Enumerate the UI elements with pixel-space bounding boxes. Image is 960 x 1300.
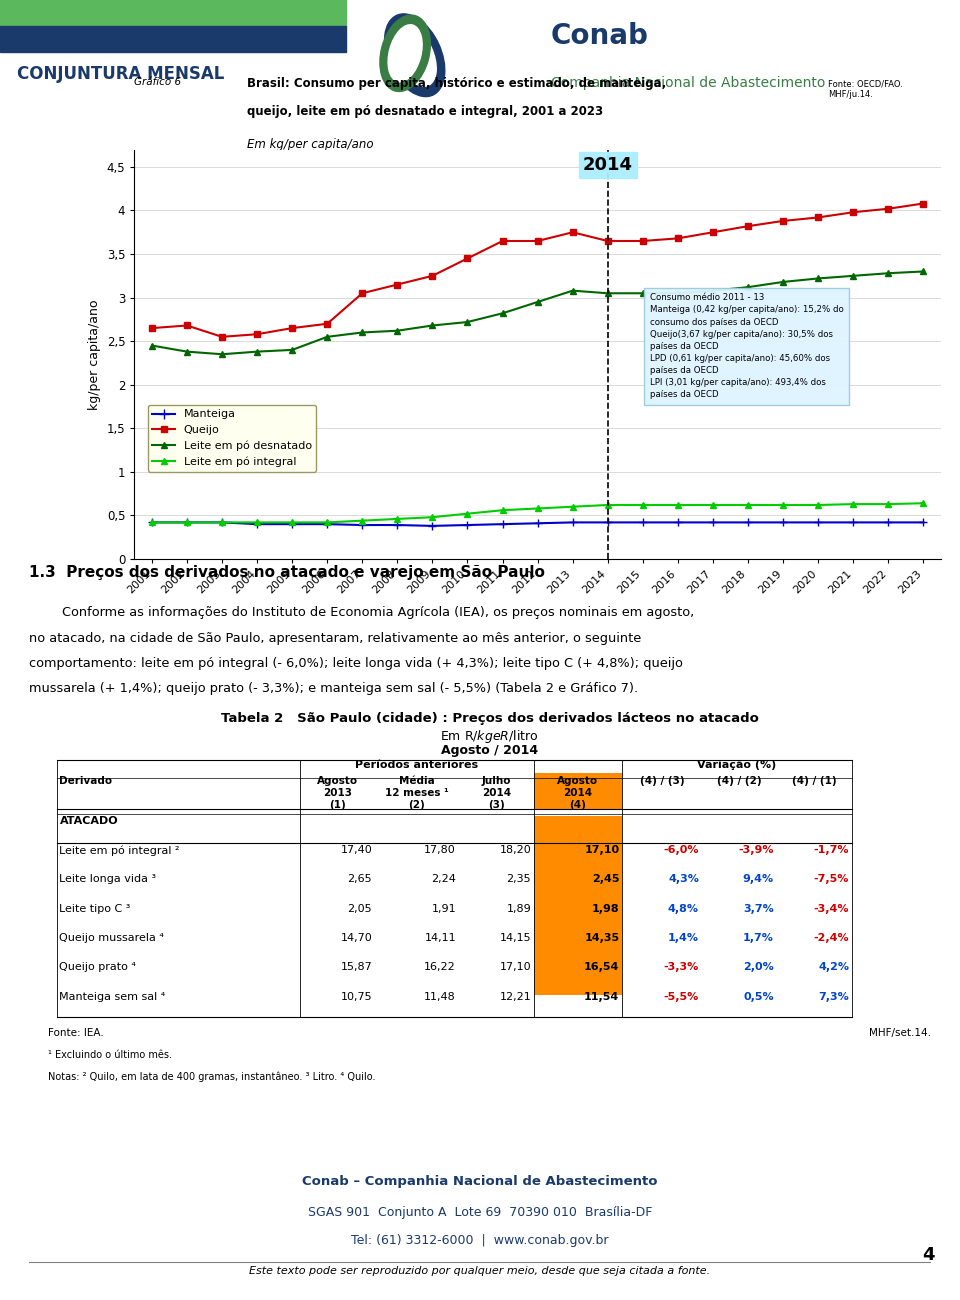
Text: Tel: (61) 3312-6000  |  www.conab.gov.br: Tel: (61) 3312-6000 | www.conab.gov.br <box>351 1235 609 1248</box>
Bar <box>534 772 622 810</box>
Ellipse shape <box>385 14 444 96</box>
Text: 2,05: 2,05 <box>348 903 372 914</box>
Text: Queijo mussarela ⁴: Queijo mussarela ⁴ <box>60 933 164 942</box>
Text: 2,24: 2,24 <box>431 875 456 884</box>
Text: 2,45: 2,45 <box>592 875 619 884</box>
Text: Em kg/per capita/ano: Em kg/per capita/ano <box>248 138 374 151</box>
Text: Companhia Nacional de Abastecimento: Companhia Nacional de Abastecimento <box>551 75 826 90</box>
Text: CONJUNTURA MENSAL: CONJUNTURA MENSAL <box>16 65 224 83</box>
Text: Fonte: OECD/FAO.
MHF/ju.14.: Fonte: OECD/FAO. MHF/ju.14. <box>828 79 902 99</box>
Text: Notas: ² Quilo, em lata de 400 gramas, instantâneo. ³ Litro. ⁴ Quilo.: Notas: ² Quilo, em lata de 400 gramas, i… <box>48 1071 375 1082</box>
Text: 18,20: 18,20 <box>499 845 531 855</box>
Text: -1,7%: -1,7% <box>813 845 849 855</box>
Text: (4) / (2): (4) / (2) <box>717 776 761 786</box>
Text: Manteiga sem sal ⁴: Manteiga sem sal ⁴ <box>60 992 166 1001</box>
Text: Leite longa vida ³: Leite longa vida ³ <box>60 875 156 884</box>
Text: queijo, leite em pó desnatado e integral, 2001 a 2023: queijo, leite em pó desnatado e integral… <box>248 105 604 118</box>
Text: Gráfico 6: Gráfico 6 <box>134 77 181 87</box>
Text: 17,10: 17,10 <box>499 962 531 972</box>
Text: 0,5%: 0,5% <box>743 992 774 1001</box>
Text: -3,3%: -3,3% <box>663 962 699 972</box>
Text: 4,3%: 4,3% <box>668 875 699 884</box>
Text: Em R$/kg e R$/litro: Em R$/kg e R$/litro <box>441 728 539 745</box>
Text: 1,91: 1,91 <box>431 903 456 914</box>
Text: 2,35: 2,35 <box>507 875 531 884</box>
Text: Tabela 2   São Paulo (cidade) : Preços dos derivados lácteos no atacado: Tabela 2 São Paulo (cidade) : Preços dos… <box>221 712 758 725</box>
Text: Agosto
2013
(1): Agosto 2013 (1) <box>317 776 358 810</box>
Text: Derivado: Derivado <box>60 776 112 786</box>
Text: no atacado, na cidade de São Paulo, apresentaram, relativamente ao mês anterior,: no atacado, na cidade de São Paulo, apre… <box>29 632 641 645</box>
Text: Conab: Conab <box>551 22 649 49</box>
Text: 9,4%: 9,4% <box>743 875 774 884</box>
Text: 11,48: 11,48 <box>424 992 456 1001</box>
Text: 4,2%: 4,2% <box>818 962 849 972</box>
Text: -3,4%: -3,4% <box>813 903 849 914</box>
Text: ATACADO: ATACADO <box>60 816 118 826</box>
Text: 7,3%: 7,3% <box>818 992 849 1001</box>
Text: 11,54: 11,54 <box>585 992 619 1001</box>
Text: -3,9%: -3,9% <box>738 845 774 855</box>
Text: 1,4%: 1,4% <box>668 933 699 942</box>
Ellipse shape <box>394 25 436 86</box>
Text: (4) / (1): (4) / (1) <box>792 776 836 786</box>
Text: Leite em pó integral ²: Leite em pó integral ² <box>60 845 180 855</box>
Text: 14,70: 14,70 <box>341 933 372 942</box>
Ellipse shape <box>380 16 430 91</box>
Text: 10,75: 10,75 <box>341 992 372 1001</box>
Text: Consumo médio 2011 - 13
Manteiga (0,42 kg/per capita/ano): 15,2% do
consumo dos : Consumo médio 2011 - 13 Manteiga (0,42 k… <box>650 294 844 399</box>
Text: SGAS 901  Conjunto A  Lote 69  70390 010  Brasília-DF: SGAS 901 Conjunto A Lote 69 70390 010 Br… <box>308 1206 652 1219</box>
Text: 14,35: 14,35 <box>585 933 619 942</box>
Ellipse shape <box>388 25 422 82</box>
Text: 14,11: 14,11 <box>424 933 456 942</box>
Text: 2,65: 2,65 <box>348 875 372 884</box>
Bar <box>0 26 346 52</box>
Text: 3,7%: 3,7% <box>743 903 774 914</box>
Text: 4,8%: 4,8% <box>668 903 699 914</box>
Legend: Manteiga, Queijo, Leite em pó desnatado, Leite em pó integral: Manteiga, Queijo, Leite em pó desnatado,… <box>148 406 316 472</box>
Text: 1.3  Preços dos derivados no atacado e varejo em São Paulo: 1.3 Preços dos derivados no atacado e va… <box>29 566 544 581</box>
Bar <box>534 816 622 996</box>
Text: 1,98: 1,98 <box>591 903 619 914</box>
Text: ¹ Excluindo o último mês.: ¹ Excluindo o último mês. <box>48 1049 172 1060</box>
Text: Julho
2014
(3): Julho 2014 (3) <box>482 776 511 810</box>
Text: 14,15: 14,15 <box>499 933 531 942</box>
Text: Agosto
2014
(4): Agosto 2014 (4) <box>558 776 598 810</box>
Text: 17,10: 17,10 <box>585 845 619 855</box>
Text: 16,22: 16,22 <box>424 962 456 972</box>
Text: Brasil: Consumo per capita, histórico e estimado, de manteiga,: Brasil: Consumo per capita, histórico e … <box>248 77 666 90</box>
Text: Queijo prato ⁴: Queijo prato ⁴ <box>60 962 136 972</box>
Text: -6,0%: -6,0% <box>663 845 699 855</box>
Text: (4) / (3): (4) / (3) <box>639 776 684 786</box>
Text: Períodos anteriores: Períodos anteriores <box>355 760 478 771</box>
Text: comportamento: leite em pó integral (- 6,0%); leite longa vida (+ 4,3%); leite t: comportamento: leite em pó integral (- 6… <box>29 656 683 670</box>
Bar <box>0 0 346 26</box>
Text: Este texto pode ser reproduzido por qualquer meio, desde que seja citada a fonte: Este texto pode ser reproduzido por qual… <box>250 1266 710 1275</box>
Text: Conforme as informações do Instituto de Economia Agrícola (IEA), os preços nomin: Conforme as informações do Instituto de … <box>29 606 694 619</box>
Text: 17,40: 17,40 <box>341 845 372 855</box>
Text: 4: 4 <box>922 1245 934 1264</box>
Text: Leite tipo C ³: Leite tipo C ³ <box>60 903 131 914</box>
Text: Variação (%): Variação (%) <box>697 760 777 771</box>
Text: 17,80: 17,80 <box>424 845 456 855</box>
Text: MHF/set.14.: MHF/set.14. <box>869 1028 931 1039</box>
Text: 1,89: 1,89 <box>506 903 531 914</box>
Text: 2014: 2014 <box>583 156 633 174</box>
Text: Conab – Companhia Nacional de Abastecimento: Conab – Companhia Nacional de Abastecime… <box>302 1175 658 1188</box>
Text: -5,5%: -5,5% <box>663 992 699 1001</box>
Text: Média
12 meses ¹
(2): Média 12 meses ¹ (2) <box>385 776 448 810</box>
Text: mussarela (+ 1,4%); queijo prato (- 3,3%); e manteiga sem sal (- 5,5%) (Tabela 2: mussarela (+ 1,4%); queijo prato (- 3,3%… <box>29 682 638 696</box>
Text: -2,4%: -2,4% <box>813 933 849 942</box>
Y-axis label: kg/per capita/ano: kg/per capita/ano <box>88 299 101 410</box>
Text: 12,21: 12,21 <box>499 992 531 1001</box>
Text: 15,87: 15,87 <box>341 962 372 972</box>
Text: -7,5%: -7,5% <box>814 875 849 884</box>
Text: 2,0%: 2,0% <box>743 962 774 972</box>
Text: 16,54: 16,54 <box>584 962 619 972</box>
Text: Fonte: IEA.: Fonte: IEA. <box>48 1028 104 1039</box>
Text: Agosto / 2014: Agosto / 2014 <box>441 744 539 757</box>
Text: 1,7%: 1,7% <box>743 933 774 942</box>
